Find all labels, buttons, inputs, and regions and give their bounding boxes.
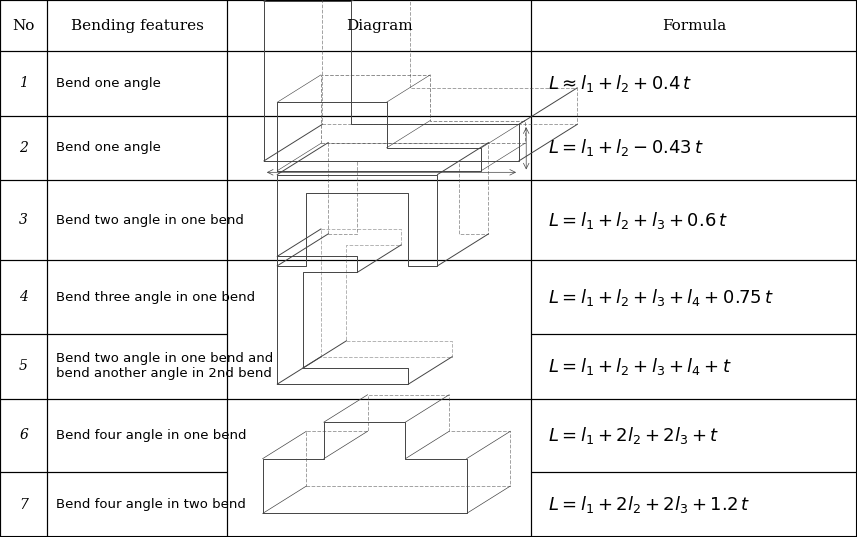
Bar (531, 0, 857, 51)
Text: No: No (12, 18, 35, 33)
Bar (0, 0, 47, 51)
Text: Formula: Formula (662, 18, 726, 33)
Bar (531, 180, 857, 260)
Text: 1: 1 (19, 76, 28, 90)
Bar (0, 260, 47, 334)
Text: Bend one angle: Bend one angle (56, 141, 160, 155)
Text: 6: 6 (19, 429, 28, 442)
Text: $L \approx l_1 + l_2 + 0.4\,t$: $L \approx l_1 + l_2 + 0.4\,t$ (548, 73, 693, 94)
Bar (47, 180, 227, 260)
Text: Diagram: Diagram (346, 18, 412, 33)
Bar (227, 115, 531, 180)
Bar (227, 0, 531, 51)
Bar (47, 115, 227, 180)
Text: 5: 5 (19, 359, 28, 373)
Text: $L = l_1 + l_2 + l_3 + l_4 + 0.75\,t$: $L = l_1 + l_2 + l_3 + l_4 + 0.75\,t$ (548, 287, 774, 308)
Text: Bend two angle in one bend and
bend another angle in 2nd bend: Bend two angle in one bend and bend anot… (56, 352, 273, 380)
Bar (0, 115, 47, 180)
Text: 3: 3 (19, 213, 28, 227)
Bar (227, 398, 531, 537)
Bar (0, 180, 47, 260)
Text: 2: 2 (19, 141, 28, 155)
Bar (47, 0, 227, 51)
Bar (47, 398, 227, 473)
Bar (47, 51, 227, 115)
Bar (0, 473, 47, 537)
Bar (531, 260, 857, 334)
Bar (0, 334, 47, 398)
Bar (531, 51, 857, 115)
Text: $L = l_1 + l_2 + l_3 + 0.6\,t$: $L = l_1 + l_2 + l_3 + 0.6\,t$ (548, 209, 728, 231)
Text: $L = l_1 + l_2 + l_3 + l_4 + t$: $L = l_1 + l_2 + l_3 + l_4 + t$ (548, 356, 733, 377)
Text: Bend four angle in two bend: Bend four angle in two bend (56, 498, 246, 511)
Bar (227, 51, 531, 115)
Bar (47, 473, 227, 537)
Text: Bend two angle in one bend: Bend two angle in one bend (56, 214, 243, 227)
Bar (0, 398, 47, 473)
Bar (531, 473, 857, 537)
Bar (0, 51, 47, 115)
Text: $L = l_1 + l_2 - 0.43\,t$: $L = l_1 + l_2 - 0.43\,t$ (548, 137, 704, 158)
Bar (227, 180, 531, 260)
Text: 4: 4 (19, 290, 28, 304)
Text: Bend four angle in one bend: Bend four angle in one bend (56, 429, 246, 442)
Text: Bend three angle in one bend: Bend three angle in one bend (56, 291, 255, 303)
Bar (47, 260, 227, 334)
Bar (47, 334, 227, 398)
Bar (227, 260, 531, 398)
Bar (531, 115, 857, 180)
Text: 7: 7 (19, 498, 28, 512)
Text: $L = l_1 + 2l_2 + 2l_3 + 1.2\,t$: $L = l_1 + 2l_2 + 2l_3 + 1.2\,t$ (548, 494, 751, 515)
Text: $L = l_1 + 2l_2 + 2l_3 + t$: $L = l_1 + 2l_2 + 2l_3 + t$ (548, 425, 720, 446)
Text: Bending features: Bending features (70, 18, 204, 33)
Bar (531, 334, 857, 398)
Text: Bend one angle: Bend one angle (56, 77, 160, 90)
Bar (531, 398, 857, 473)
